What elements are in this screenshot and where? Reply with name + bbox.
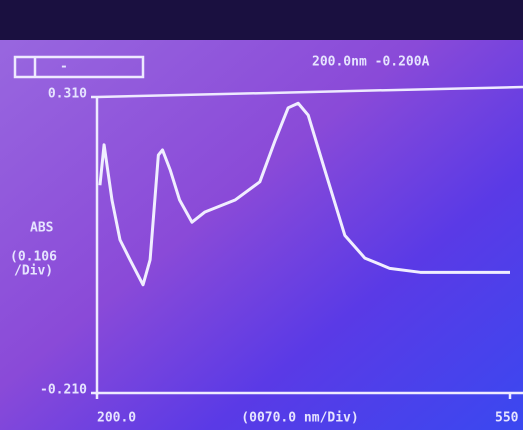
header-readout: 200.0nm -0.200A	[312, 55, 430, 70]
header-indicator: -	[60, 60, 68, 75]
background	[0, 0, 523, 430]
bezel	[0, 0, 523, 40]
x-scale-label: (0070.0 nm/Div)	[241, 411, 358, 426]
y-scale-label: (0.106	[10, 250, 57, 265]
y-scale-label: /Div)	[14, 264, 53, 279]
y-tick-label: 0.310	[48, 87, 87, 102]
x-tick-label: 200.0	[97, 411, 136, 426]
screen: - 200.0nm -0.200A ABS (0.106 /Div) (0070…	[0, 0, 523, 430]
x-tick-label: 550	[495, 411, 519, 426]
y-axis-label: ABS	[30, 221, 54, 236]
y-tick-label: -0.210	[40, 383, 87, 398]
